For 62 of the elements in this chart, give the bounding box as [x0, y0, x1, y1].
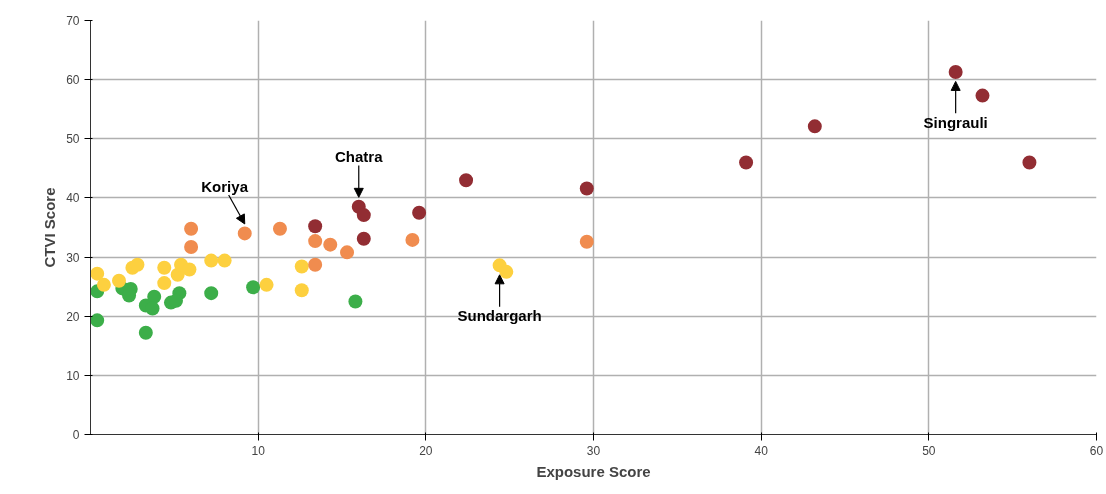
y-tick-label: 40	[66, 191, 80, 206]
point	[272, 221, 287, 236]
y-tick-label: 10	[66, 368, 80, 383]
point	[184, 221, 199, 236]
point	[294, 259, 309, 274]
y-tick-label: 20	[66, 309, 80, 324]
y-tick-label: 0	[72, 428, 80, 442]
point	[112, 273, 126, 288]
point	[182, 262, 197, 277]
x-tick-label: 10	[251, 443, 266, 458]
point	[308, 234, 323, 249]
point	[147, 289, 162, 304]
point	[294, 283, 309, 298]
point	[308, 257, 323, 272]
annotation: Koriya	[201, 177, 249, 195]
point	[138, 325, 153, 340]
y-tick-label: 30	[66, 250, 80, 265]
point	[246, 280, 261, 295]
point	[459, 173, 474, 188]
point	[130, 257, 145, 272]
point	[90, 266, 105, 281]
point	[169, 293, 184, 308]
point	[412, 205, 427, 220]
point	[184, 240, 199, 254]
y-tick-label: 50	[66, 132, 80, 147]
x-tick-label: 60	[1089, 443, 1104, 458]
point	[1022, 155, 1037, 170]
x-tick-label: 40	[754, 443, 769, 458]
point	[356, 208, 371, 223]
point	[204, 286, 219, 301]
point	[204, 253, 219, 268]
point	[96, 277, 111, 292]
point	[157, 276, 172, 291]
point	[807, 119, 822, 134]
x-tick-label: 50	[922, 443, 936, 458]
point	[237, 226, 252, 241]
annotation: Chatra	[335, 148, 384, 166]
x-axis-title: Exposure Score	[536, 462, 651, 480]
point	[948, 64, 963, 79]
point	[579, 181, 594, 196]
point	[579, 234, 594, 249]
point	[323, 237, 338, 252]
point	[90, 313, 105, 328]
point	[308, 219, 323, 234]
y-tick-label: 60	[66, 73, 80, 88]
point	[405, 232, 420, 247]
annotation: Singrauli	[923, 113, 988, 131]
point	[157, 260, 172, 275]
point	[217, 253, 232, 268]
point	[259, 277, 274, 292]
y-axis-title: CTVI Score	[41, 187, 59, 268]
point	[356, 231, 371, 246]
point	[145, 301, 160, 316]
y-tick-label: 70	[66, 14, 80, 28]
point	[975, 88, 990, 103]
annotation: Sundargarh	[457, 307, 542, 325]
point	[499, 264, 514, 279]
point	[348, 294, 363, 309]
x-tick-label: 30	[586, 443, 601, 458]
point	[739, 155, 754, 170]
point	[340, 245, 355, 260]
x-tick-label: 20	[419, 443, 433, 458]
